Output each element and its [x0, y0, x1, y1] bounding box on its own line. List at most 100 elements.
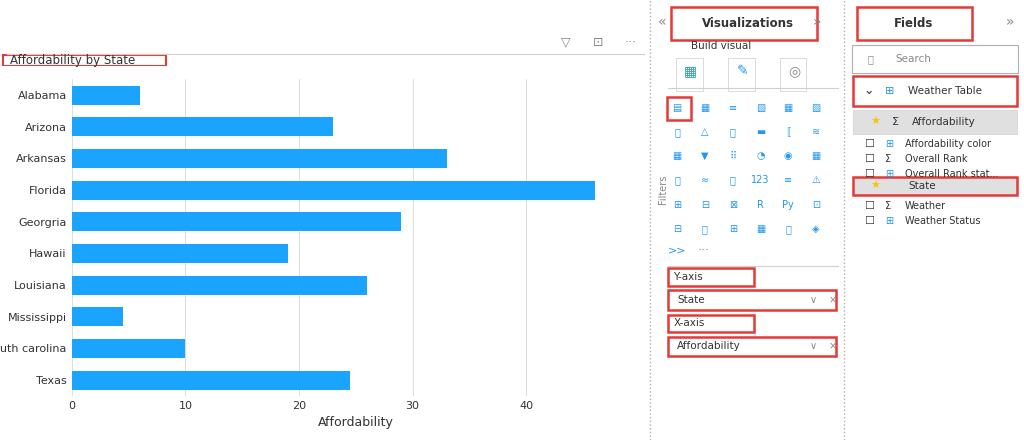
Text: Weather: Weather [904, 201, 946, 211]
Text: ∨: ∨ [809, 341, 816, 351]
FancyBboxPatch shape [853, 177, 1017, 195]
Text: ▨: ▨ [811, 103, 820, 113]
Text: X-axis: X-axis [674, 319, 705, 328]
Text: ▦: ▦ [756, 224, 765, 234]
Text: ···: ··· [698, 244, 710, 257]
Text: »: » [813, 15, 821, 29]
FancyBboxPatch shape [668, 337, 837, 356]
FancyBboxPatch shape [852, 45, 1018, 73]
Text: »: » [1007, 15, 1015, 29]
Text: R: R [757, 200, 764, 209]
Text: ⊠: ⊠ [729, 200, 737, 209]
Text: Build visual: Build visual [690, 41, 751, 51]
Text: ×: × [828, 295, 837, 305]
Text: State: State [908, 181, 936, 191]
Text: ☐: ☐ [863, 216, 873, 226]
Text: ≡: ≡ [784, 176, 793, 185]
X-axis label: Affordability: Affordability [317, 416, 394, 429]
Text: «: « [658, 15, 667, 29]
Text: ⚠: ⚠ [812, 176, 820, 185]
Bar [72, 307, 123, 326]
Text: ▦: ▦ [700, 103, 710, 113]
FancyBboxPatch shape [676, 58, 703, 91]
Text: ⊞: ⊞ [885, 169, 893, 179]
Text: ⊟: ⊟ [700, 200, 709, 209]
Text: Visualizations: Visualizations [702, 17, 794, 30]
Text: ⊟: ⊟ [673, 224, 681, 234]
Text: 🗺: 🗺 [785, 224, 792, 234]
Text: Weather Status: Weather Status [904, 216, 980, 226]
Text: Affordability: Affordability [911, 117, 976, 127]
Text: Overall Rank stat...: Overall Rank stat... [904, 169, 998, 179]
Text: ▦: ▦ [783, 103, 793, 113]
FancyBboxPatch shape [668, 290, 837, 310]
Text: ···: ··· [625, 37, 637, 49]
Text: ⊞: ⊞ [885, 86, 894, 95]
Text: Affordability: Affordability [677, 341, 741, 351]
Text: Σ: Σ [885, 201, 891, 211]
Text: ⟦: ⟦ [785, 127, 791, 137]
Bar [72, 149, 446, 168]
Bar [72, 117, 333, 136]
Bar [72, 370, 350, 390]
Text: ∨: ∨ [809, 295, 816, 305]
Text: Overall Rank: Overall Rank [904, 154, 967, 164]
Text: ≈: ≈ [700, 176, 709, 185]
Text: Search: Search [896, 54, 932, 64]
Text: ⊞: ⊞ [885, 216, 893, 226]
Text: ×: × [828, 341, 837, 351]
Text: ☐: ☐ [863, 154, 873, 164]
Text: 〜: 〜 [674, 127, 680, 137]
Text: ⊞: ⊞ [729, 224, 737, 234]
Text: ★: ★ [870, 181, 881, 191]
Text: 🌐: 🌐 [674, 176, 680, 185]
Text: ▧: ▧ [756, 103, 765, 113]
Text: Σ: Σ [885, 154, 891, 164]
Text: Fields: Fields [894, 17, 933, 30]
Text: ◉: ◉ [784, 151, 793, 161]
Text: ▬: ▬ [756, 127, 765, 137]
Text: ⠿: ⠿ [729, 151, 736, 161]
Text: ▦: ▦ [684, 64, 697, 78]
Bar [72, 85, 140, 105]
Text: 123: 123 [752, 176, 770, 185]
Text: ◈: ◈ [812, 224, 820, 234]
Text: State: State [677, 295, 705, 305]
Text: ☐: ☐ [863, 139, 873, 149]
Text: ⌒: ⌒ [730, 176, 735, 185]
Text: Weather Table: Weather Table [908, 86, 982, 95]
Text: 🔍: 🔍 [867, 54, 873, 64]
Text: 💬: 💬 [702, 224, 708, 234]
Bar [72, 339, 185, 358]
Text: ☐: ☐ [863, 169, 873, 179]
Text: ≋: ≋ [812, 127, 820, 137]
Text: Σ: Σ [892, 117, 899, 127]
Text: Filters: Filters [657, 175, 668, 204]
Text: ⌄: ⌄ [863, 84, 874, 97]
Text: Y-axis: Y-axis [674, 272, 703, 282]
Text: ⊡: ⊡ [812, 200, 820, 209]
Text: ▽: ▽ [561, 37, 570, 49]
Text: ⊞: ⊞ [885, 139, 893, 149]
Text: ✎: ✎ [736, 64, 749, 78]
Text: ▤: ▤ [673, 103, 682, 113]
Text: Py: Py [782, 200, 795, 209]
Text: ⊡: ⊡ [593, 37, 603, 49]
Text: 〰: 〰 [730, 127, 735, 137]
Text: ◔: ◔ [757, 151, 765, 161]
Text: Affordability color: Affordability color [904, 139, 990, 149]
Text: ☐: ☐ [863, 201, 873, 211]
Text: ▦: ▦ [673, 151, 682, 161]
Text: ◎: ◎ [787, 64, 800, 78]
Bar [72, 180, 595, 200]
Text: ▦: ▦ [811, 151, 820, 161]
Bar [72, 275, 368, 295]
Text: >>: >> [668, 246, 686, 256]
Text: △: △ [701, 127, 709, 137]
Bar [72, 244, 288, 263]
Text: ⊞: ⊞ [673, 200, 681, 209]
FancyBboxPatch shape [853, 110, 1017, 134]
Text: ★: ★ [870, 117, 881, 127]
Bar [72, 212, 401, 231]
Text: ▼: ▼ [701, 151, 709, 161]
